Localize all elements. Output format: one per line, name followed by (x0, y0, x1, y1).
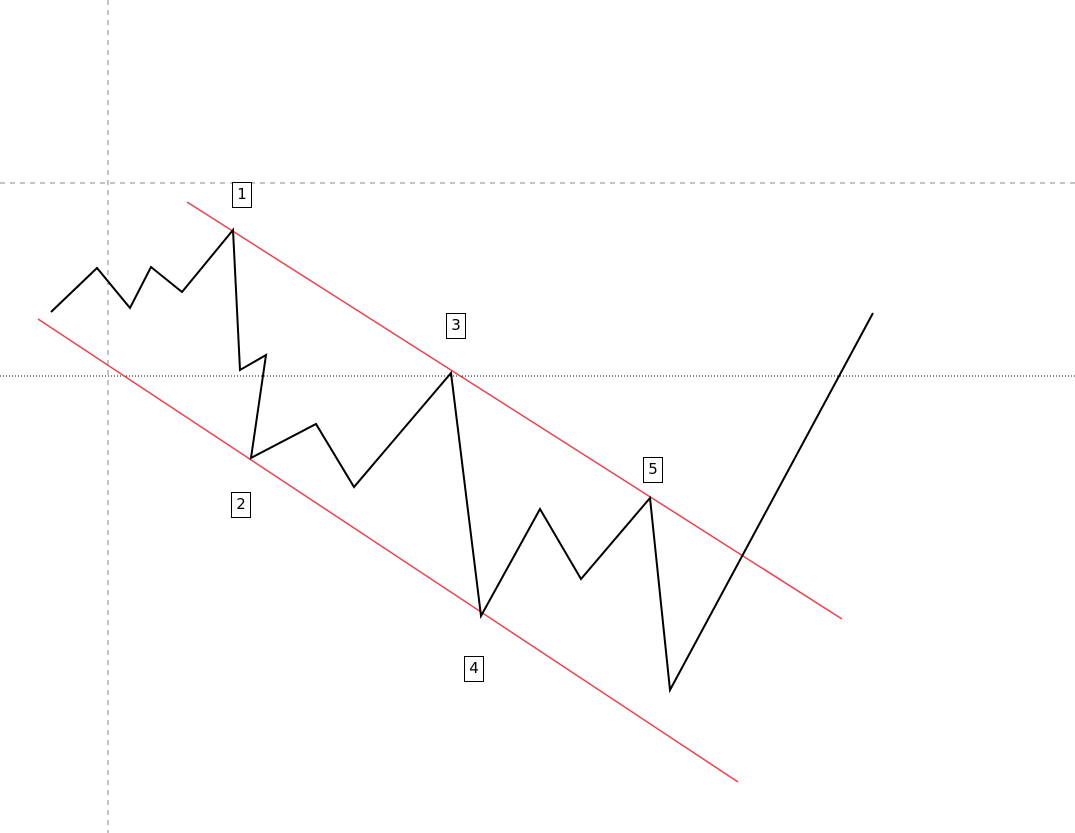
price-path (50, 227, 874, 694)
wave-label-5: 5 (643, 457, 663, 483)
wave-label-2: 2 (231, 492, 251, 518)
wave-label-4: 4 (464, 656, 484, 682)
channel-lower-line (37, 318, 739, 783)
wave-label-1: 1 (232, 182, 252, 208)
wave-label-3: 3 (446, 313, 466, 339)
channel-upper-line (186, 201, 843, 620)
